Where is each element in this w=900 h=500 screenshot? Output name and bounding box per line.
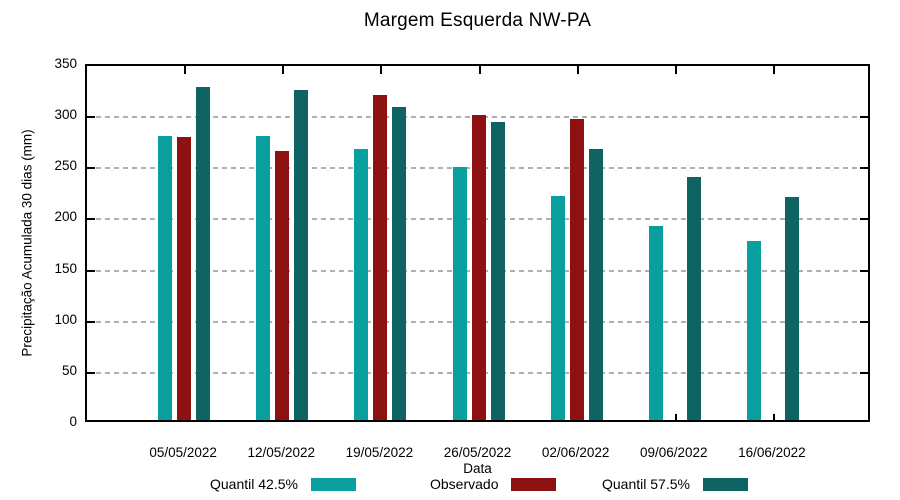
- x-axis-tick: [478, 66, 481, 74]
- bar: [196, 86, 211, 420]
- y-axis-tick: [860, 371, 868, 374]
- y-axis-tick: [860, 269, 868, 272]
- x-tick-label: 05/05/2022: [149, 445, 217, 460]
- bar: [275, 150, 290, 420]
- bar: [373, 94, 388, 420]
- y-axis-tick: [87, 320, 95, 323]
- bar: [471, 115, 486, 420]
- x-tick-label: 26/05/2022: [443, 445, 512, 460]
- x-axis-label: Data: [463, 461, 492, 476]
- y-axis-tick: [860, 320, 868, 323]
- y-tick-label: 350: [54, 56, 77, 71]
- bar: [177, 136, 192, 420]
- legend-label: Quantil 42.5%: [210, 476, 298, 492]
- y-axis-tick: [87, 269, 95, 272]
- x-tick-label: 02/06/2022: [541, 445, 610, 460]
- y-axis-tick: [87, 116, 95, 119]
- y-tick-label: 150: [54, 260, 77, 276]
- y-axis-tick: [87, 218, 95, 221]
- x-axis-tick: [576, 66, 579, 74]
- bar: [550, 195, 565, 420]
- bar: [490, 122, 505, 420]
- x-tick-label: 16/06/2022: [738, 445, 806, 460]
- y-tick-label: 0: [69, 414, 77, 429]
- x-axis-tick: [184, 66, 187, 74]
- bar: [588, 148, 603, 420]
- x-axis-tick: [772, 414, 775, 422]
- x-tick-label: 12/05/2022: [247, 445, 316, 460]
- bar: [392, 106, 407, 420]
- x-axis-tick: [674, 414, 677, 422]
- x-tick-label: 09/06/2022: [639, 445, 708, 460]
- y-axis-tick: [860, 218, 868, 221]
- y-axis-tick: [860, 116, 868, 119]
- bar: [256, 135, 271, 420]
- x-axis-tick: [772, 66, 775, 74]
- bar: [158, 135, 173, 420]
- y-axis-label: Precipitação Acumulada 30 dias (mm): [19, 129, 35, 357]
- y-tick-label: 100: [54, 311, 77, 327]
- chart-title: Margem Esquerda NW-PA: [363, 10, 592, 31]
- y-axis-tick: [87, 371, 95, 374]
- legend-item: Quantil 57.5%: [602, 476, 748, 492]
- legend-label: Observado: [430, 476, 499, 492]
- legend-item: Observado: [430, 476, 557, 492]
- bar: [452, 167, 467, 420]
- x-axis-tick: [380, 66, 383, 74]
- bar: [569, 119, 584, 420]
- plot-area: [85, 64, 870, 422]
- x-axis-tick: [282, 66, 285, 74]
- y-axis-tick: [87, 167, 95, 170]
- y-tick-label: 300: [54, 107, 77, 123]
- bar: [294, 89, 309, 420]
- legend-item: Quantil 42.5%: [210, 476, 356, 492]
- y-tick-label: 50: [61, 362, 77, 378]
- legend-swatch: [702, 477, 748, 491]
- bar: [746, 240, 761, 420]
- legend-label: Quantil 57.5%: [602, 476, 690, 492]
- x-axis-tick: [674, 66, 677, 74]
- y-axis-tick: [860, 167, 868, 170]
- y-tick-label: 250: [54, 158, 77, 174]
- bar: [354, 148, 369, 420]
- x-tick-label: 19/05/2022: [345, 445, 414, 460]
- legend-swatch: [511, 477, 557, 491]
- y-tick-label: 200: [54, 209, 77, 225]
- bar: [784, 196, 799, 420]
- legend-swatch: [310, 477, 356, 491]
- bar: [648, 225, 663, 420]
- bar: [686, 176, 701, 420]
